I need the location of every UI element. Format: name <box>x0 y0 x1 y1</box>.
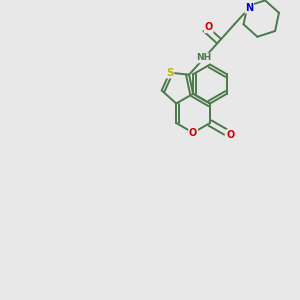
Text: O: O <box>189 128 197 138</box>
Text: NH: NH <box>196 53 212 62</box>
Text: O: O <box>227 130 235 140</box>
Text: S: S <box>166 68 173 78</box>
Text: N: N <box>245 3 253 13</box>
Text: O: O <box>205 22 213 32</box>
